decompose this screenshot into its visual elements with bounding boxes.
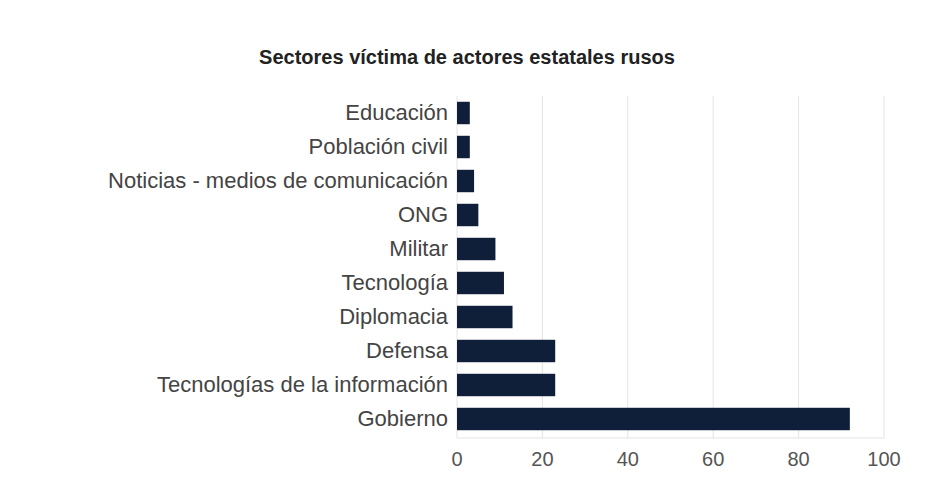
x-axis-line: [457, 438, 884, 439]
tick-label: 40: [617, 448, 639, 470]
tick-label: 60: [702, 448, 724, 470]
grid-line: [884, 96, 885, 438]
bar: [457, 238, 495, 260]
grid-line: [798, 96, 799, 438]
bar: [457, 170, 474, 192]
bar: [457, 272, 504, 294]
category-label: ONG: [398, 202, 448, 227]
bar: [457, 136, 470, 158]
chart-svg: Sectores víctima de actores estatales ru…: [0, 0, 940, 488]
bar: [457, 374, 555, 396]
bar: [457, 408, 850, 430]
category-label: Defensa: [366, 338, 449, 363]
bar: [457, 306, 513, 328]
category-label: Tecnología: [342, 270, 449, 295]
tick-label: 80: [787, 448, 809, 470]
category-label: Población civil: [309, 134, 448, 159]
grid: [457, 96, 884, 438]
tick-label: 20: [531, 448, 553, 470]
category-label: Diplomacia: [339, 304, 449, 329]
category-label: Educación: [345, 100, 448, 125]
grid-line: [627, 96, 628, 438]
category-label: Militar: [389, 236, 448, 261]
bar: [457, 102, 470, 124]
category-label: Noticias - medios de comunicación: [108, 168, 448, 193]
category-label: Tecnologías de la información: [157, 372, 448, 397]
tick-label: 0: [451, 448, 462, 470]
tick-label: 100: [867, 448, 900, 470]
chart-title: Sectores víctima de actores estatales ru…: [259, 46, 675, 68]
category-label: Gobierno: [357, 406, 448, 431]
bar: [457, 204, 478, 226]
chart-container: Sectores víctima de actores estatales ru…: [0, 0, 940, 488]
bar: [457, 340, 555, 362]
bars: [457, 102, 850, 430]
grid-line: [713, 96, 714, 438]
